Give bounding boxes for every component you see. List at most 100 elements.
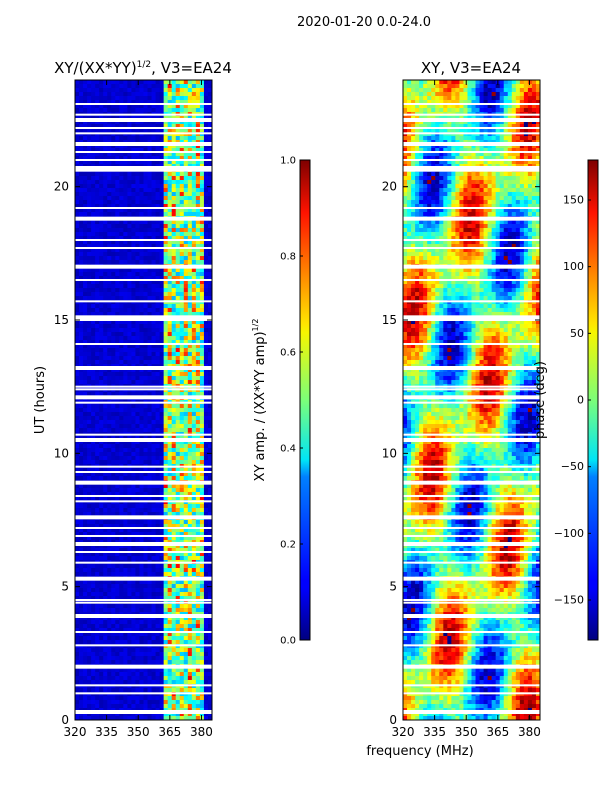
colorbar-tick-label: −150 xyxy=(554,594,584,607)
flagged-gap xyxy=(403,576,540,581)
left-panel: XY/(XX*YY)1/2, V3=EA24 320 335 350 365 380 0 5… xyxy=(33,59,232,739)
flagged-gap xyxy=(403,495,540,497)
flagged-gap xyxy=(403,103,540,105)
flagged-gap xyxy=(75,480,212,485)
colorbar-tick-label: 0.6 xyxy=(280,348,296,359)
x-tick-label: 350 xyxy=(127,725,150,739)
x-tick-label: 350 xyxy=(455,725,478,739)
colorbar-tick-label: 50 xyxy=(570,327,584,340)
y-tick-label: 5 xyxy=(61,580,69,594)
x-tick-label: 335 xyxy=(423,725,446,739)
flagged-gap xyxy=(403,343,540,345)
flagged-gap xyxy=(403,169,540,172)
flagged-gap xyxy=(75,103,212,105)
colorbar-tick-label: 0.2 xyxy=(280,540,296,551)
y-tick-label: 15 xyxy=(54,313,69,327)
flagged-gap xyxy=(75,561,212,564)
flagged-gap xyxy=(75,169,212,172)
left-colorbar: 0.0 0.2 0.4 0.6 0.8 1.0 XY amp. / (XX*YY amp)… xyxy=(251,156,311,647)
left-colorbar-bar xyxy=(299,159,311,641)
flagged-gap xyxy=(403,527,540,529)
left-title-sup: 1/2 xyxy=(137,60,151,70)
flagged-gap xyxy=(75,664,212,669)
left-axis-ticks: 320 335 350 365 380 0 5 10 15 20 xyxy=(54,80,213,739)
flagged-gap xyxy=(403,279,540,281)
flagged-gap xyxy=(403,385,540,388)
flagged-gap xyxy=(75,515,212,520)
flagged-gap xyxy=(75,535,212,537)
colorbar-tick-label: 0.0 xyxy=(280,636,296,647)
right-panel-title: XY, V3=EA24 xyxy=(421,59,521,77)
y-tick-label: 0 xyxy=(61,713,69,727)
x-tick-label: 320 xyxy=(392,725,415,739)
right-colorbar-label: phase (deg) xyxy=(533,361,548,439)
flagged-gap xyxy=(403,118,540,122)
y-tick-label: 10 xyxy=(54,446,69,460)
left-title-rest: , V3=EA24 xyxy=(151,59,232,77)
flagged-gap xyxy=(75,433,212,436)
y-tick-label: 5 xyxy=(389,580,397,594)
flagged-gap xyxy=(403,264,540,269)
flagged-gap xyxy=(75,216,212,221)
flagged-gap xyxy=(75,551,212,553)
left-axes-frame xyxy=(74,79,213,721)
flagged-gap xyxy=(75,118,212,122)
flagged-gap xyxy=(75,151,212,153)
flagged-gap xyxy=(403,395,540,400)
colorbar-tick-label: 100 xyxy=(563,260,584,273)
flagged-gap xyxy=(403,207,540,209)
flagged-gap xyxy=(403,151,540,153)
flagged-gap xyxy=(403,500,540,503)
flagged-gap xyxy=(403,515,540,520)
flagged-gap xyxy=(403,438,540,442)
x-tick-label: 380 xyxy=(518,725,541,739)
left-colorbar-label-main: XY amp. / (XX*YY amp) xyxy=(253,331,268,481)
flagged-gap xyxy=(75,495,212,497)
flagged-gap xyxy=(75,631,212,633)
y-tick-label: 20 xyxy=(382,180,397,194)
flagged-gap xyxy=(75,207,212,209)
flagged-gap xyxy=(403,433,540,436)
flagged-gap xyxy=(75,247,212,249)
flagged-gap xyxy=(75,438,212,442)
flagged-gap xyxy=(75,142,212,146)
flagged-gap xyxy=(75,132,212,135)
flagged-gap xyxy=(75,692,212,695)
flagged-gap xyxy=(75,343,212,345)
flagged-gap xyxy=(75,395,212,400)
flagged-gap xyxy=(75,264,212,269)
right-axes-frame xyxy=(402,79,541,721)
flagged-gap xyxy=(403,319,540,321)
left-panel-title: XY/(XX*YY)1/2, V3=EA24 xyxy=(54,59,232,77)
y-tick-label: 0 xyxy=(389,713,397,727)
flagged-gap xyxy=(75,401,212,404)
y-tick-label: 10 xyxy=(382,446,397,460)
flagged-gap xyxy=(403,692,540,695)
y-tick-label: 15 xyxy=(382,313,397,327)
x-tick-label: 320 xyxy=(64,725,87,739)
y-tick-label: 20 xyxy=(54,180,69,194)
flagged-gap xyxy=(403,300,540,303)
left-title-main: XY/(XX*YY) xyxy=(54,59,137,77)
right-colorbar-ticks: −150 −100 −50 0 50 100 150 xyxy=(554,194,591,607)
colorbar-tick-label: 0.4 xyxy=(280,444,296,455)
shared-xlabel: frequency (MHz) xyxy=(366,744,473,759)
flagged-gap xyxy=(403,644,540,647)
flagged-gap xyxy=(75,527,212,529)
colorbar-tick-label: 0 xyxy=(577,394,584,407)
x-tick-label: 335 xyxy=(95,725,118,739)
flagged-gap xyxy=(403,113,540,116)
flagged-gap xyxy=(403,684,540,687)
right-panel: XY, V3=EA24 320 335 350 365 380 0 5 10 15 20 xyxy=(382,59,541,739)
flagged-gap xyxy=(403,710,540,714)
flagged-gap xyxy=(75,385,212,388)
flagged-gap xyxy=(403,614,540,618)
flagged-gap xyxy=(403,388,540,391)
flagged-gap xyxy=(75,239,212,241)
colorbar-tick-label: 0.8 xyxy=(280,252,296,263)
flagged-gap xyxy=(75,542,212,546)
right-colorbar: −150 −100 −50 0 50 100 150 phase (deg) xyxy=(533,159,599,641)
flagged-gap xyxy=(403,159,540,161)
flagged-gap xyxy=(403,480,540,485)
